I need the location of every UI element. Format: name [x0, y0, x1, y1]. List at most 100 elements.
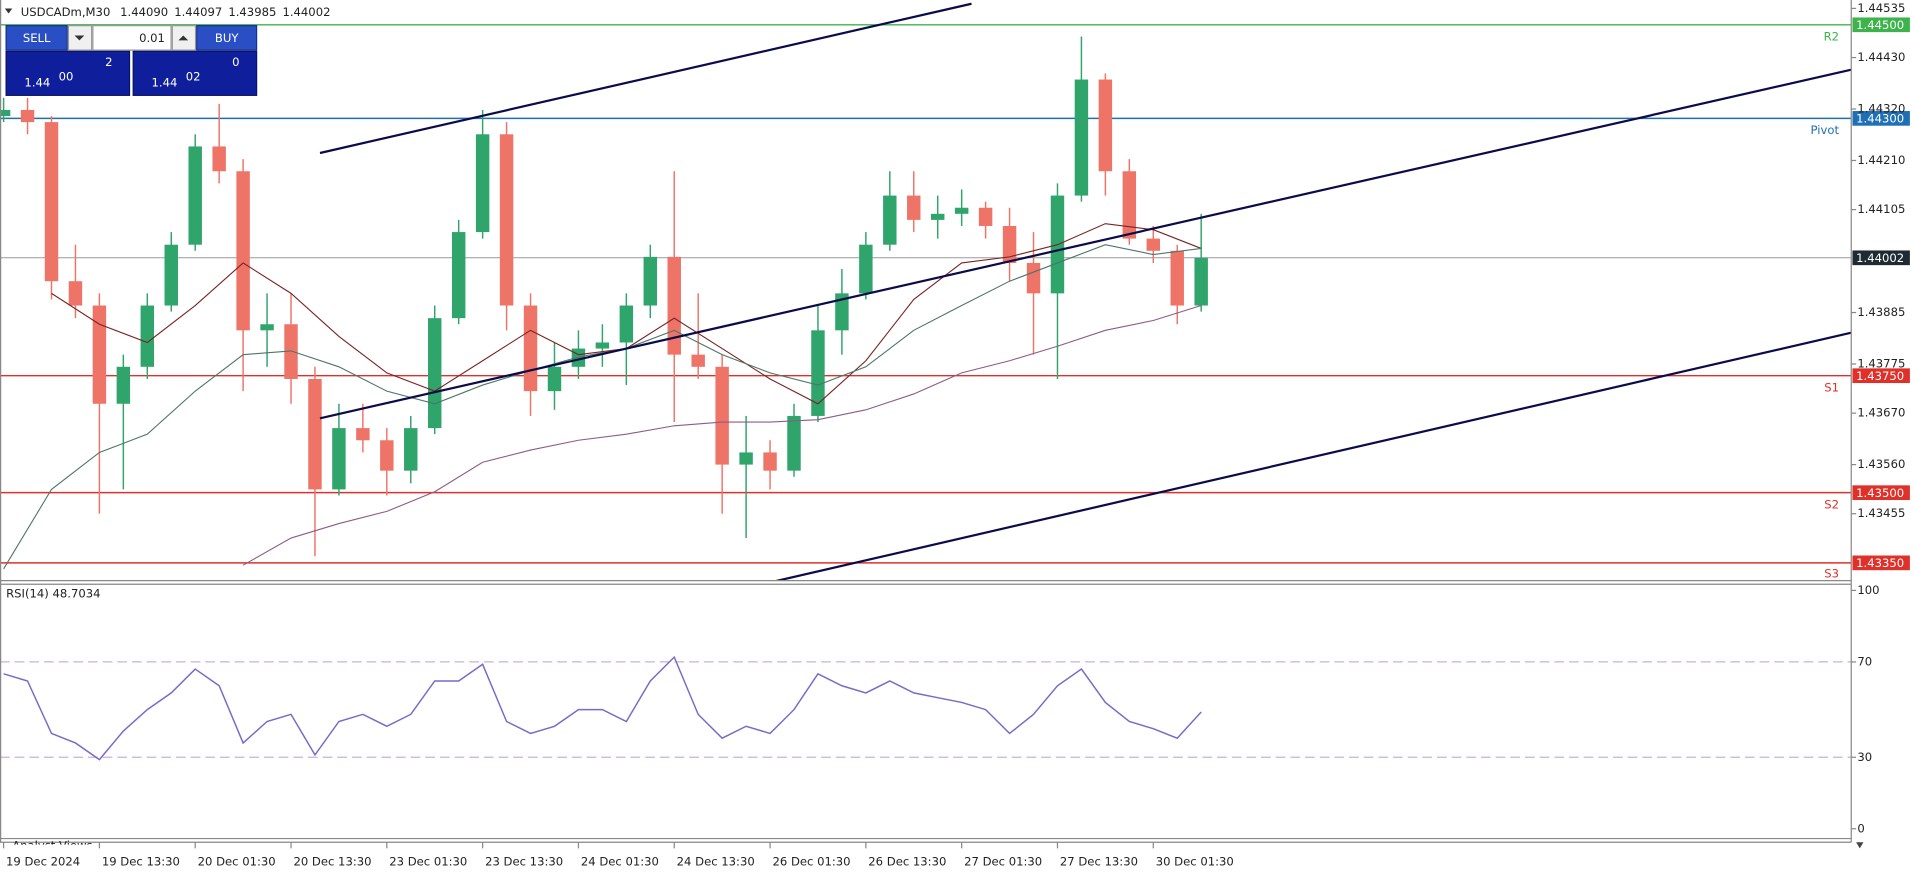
x-tick-label: 20 Dec 01:30	[198, 854, 276, 868]
candle-body	[547, 366, 562, 392]
down-arrow	[74, 35, 85, 41]
moving-average	[3, 244, 1202, 570]
ohlc-value: 1.43985	[228, 5, 276, 19]
x-tick-label: 19 Dec 2024	[6, 854, 80, 868]
candle-body	[811, 330, 825, 416]
level-name: Pivot	[1811, 123, 1840, 137]
y-tick-label: 1.44535	[1857, 1, 1905, 15]
candle-body	[715, 366, 729, 465]
candle-body	[643, 256, 658, 306]
rsi-y-tick-label: 70	[1857, 654, 1872, 668]
buy-price-pips: 02	[186, 70, 201, 84]
candle-body	[1170, 250, 1184, 306]
candle-body	[907, 195, 921, 220]
candle-body	[667, 256, 681, 355]
y-tick-label: 1.44210	[1857, 153, 1905, 167]
footer-tab-label[interactable]: Analyst Views	[12, 838, 92, 852]
y-tick-label: 1.43885	[1857, 305, 1905, 319]
candle-body	[404, 428, 418, 471]
candle-body	[260, 324, 274, 331]
sell-label[interactable]: SELL	[23, 31, 51, 45]
trend-line	[319, 2, 972, 155]
sell-button[interactable]	[5, 25, 68, 51]
buy-price-box[interactable]	[132, 50, 258, 96]
candle-body	[1122, 171, 1137, 239]
level-price-label: 1.43750	[1856, 369, 1904, 383]
ohlc-value: 1.44002	[282, 5, 330, 19]
candle-body	[451, 232, 466, 319]
buy-price-point: 0	[232, 55, 239, 69]
candle-body	[116, 366, 131, 404]
candle-body	[92, 305, 107, 404]
candle-body	[691, 354, 705, 367]
candle-body	[1074, 79, 1089, 196]
x-tick-label: 23 Dec 13:30	[485, 854, 563, 868]
x-tick-label: 20 Dec 13:30	[293, 854, 371, 868]
up-arrow	[178, 35, 189, 41]
buy-label[interactable]: BUY	[215, 31, 239, 45]
x-tick-label: 26 Dec 01:30	[772, 854, 850, 868]
level-name: S3	[1824, 566, 1839, 580]
buy-button[interactable]	[196, 25, 258, 51]
info-arrow[interactable]	[4, 8, 13, 14]
candle-body	[20, 109, 35, 123]
y-tick-label: 1.44430	[1857, 50, 1905, 64]
candle-body	[380, 440, 394, 471]
candle-body	[835, 293, 849, 331]
x-tick-label: 24 Dec 13:30	[677, 854, 755, 868]
level-price-box	[1852, 555, 1910, 571]
moving-average	[242, 304, 1202, 566]
trend-line	[775, 331, 1852, 581]
candle-body	[356, 428, 370, 441]
lot-input[interactable]	[92, 25, 172, 51]
candle-body	[859, 244, 873, 294]
level-name: S2	[1824, 497, 1839, 511]
candle-body	[1146, 238, 1161, 251]
sell-price-box[interactable]	[5, 50, 131, 96]
y-tick-label: 1.43775	[1857, 357, 1905, 371]
footer-tab: Analyst Views	[12, 838, 92, 852]
candle-body	[1026, 262, 1041, 294]
lot-value[interactable]: 0.01	[139, 31, 165, 45]
level-price-label: 1.43500	[1856, 486, 1904, 500]
candle-body	[0, 109, 11, 117]
scroll-arrow[interactable]	[1856, 842, 1864, 849]
level-price-label: 1.43350	[1856, 556, 1904, 570]
candle-body	[236, 171, 250, 331]
info-bar: USDCADm,M30 1.44090 1.44097 1.43985 1.44002	[21, 5, 331, 19]
level-price-box	[1852, 17, 1910, 33]
level-price-label: 1.44500	[1856, 18, 1904, 32]
candle-body	[428, 318, 442, 429]
ohlc-value: 1.44097	[174, 5, 222, 19]
level-price-box	[1852, 485, 1910, 501]
last-price-label: 1.44002	[1856, 251, 1904, 265]
axes	[0, 0, 1864, 849]
candle-body	[332, 428, 346, 490]
sell-price-big: 1.44	[24, 76, 50, 90]
sell-price-point: 2	[105, 55, 112, 69]
candle-body	[68, 281, 83, 306]
candle-body	[284, 324, 298, 379]
candle-body	[499, 134, 514, 306]
x-tick-label: 27 Dec 01:30	[964, 854, 1042, 868]
last-price-box	[1852, 250, 1910, 266]
candle-body	[787, 415, 801, 471]
y-tick-label: 1.44320	[1857, 102, 1905, 116]
level-name: R2	[1824, 30, 1839, 44]
level-price-box	[1852, 368, 1910, 384]
sell-price-pips: 00	[59, 70, 74, 84]
rsi-y-tick-label: 100	[1857, 583, 1879, 597]
candle-body	[212, 146, 226, 172]
candle-body	[164, 244, 178, 306]
candle-body	[739, 452, 753, 465]
candle-body	[978, 207, 993, 226]
price-plot: R2 Pivot S1 S2 S3	[0, 2, 1852, 581]
x-tick-label: 27 Dec 13:30	[1060, 854, 1138, 868]
symbol: USDCADm,M30	[21, 5, 111, 19]
rsi-line	[3, 655, 1202, 761]
ohlc-value: 1.44090	[120, 5, 168, 19]
candle-body	[1002, 225, 1017, 263]
rsi-y-tick-label: 30	[1857, 750, 1872, 764]
candle-body	[1194, 257, 1208, 306]
